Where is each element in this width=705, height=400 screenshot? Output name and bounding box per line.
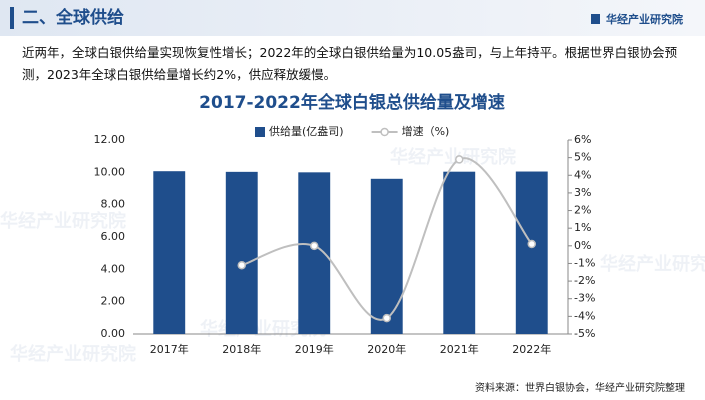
y-tick-label: 2.00 <box>101 295 126 308</box>
y-tick-label: 0.00 <box>101 327 126 340</box>
bar <box>153 171 186 334</box>
y2-tick-label: 4% <box>574 168 591 181</box>
y2-tick-label: 0% <box>574 239 591 252</box>
source: 资料来源：世界白银协会，华经产业研究院整理 <box>475 383 685 394</box>
bar <box>225 171 258 334</box>
brand: 华经产业研究院 <box>591 11 683 27</box>
y2-tick-label: -5% <box>574 327 595 340</box>
legend-swatch <box>380 127 389 137</box>
legend-label: 增速（%) <box>402 124 450 138</box>
header: 二、全球供给 华经产业研究院 <box>0 0 705 36</box>
bar <box>370 178 403 334</box>
x-tick-label: 2022年 <box>512 342 551 356</box>
x-tick-label: 2017年 <box>150 342 189 356</box>
y-tick-label: 12.00 <box>94 133 126 146</box>
y2-tick-label: 2% <box>574 204 591 217</box>
y2-tick-label: -2% <box>574 274 595 287</box>
watermark: 华经产业研究院 <box>0 210 126 232</box>
marker <box>382 313 391 323</box>
y-tick-label: 10.00 <box>94 165 126 178</box>
section-title: 二、全球供给 <box>10 7 124 29</box>
watermark: 华经产业研究院 <box>390 146 516 168</box>
intro-text: 近两年，全球白银供给量实现恢复性增长；2022年的全球白银供给量为10.05盎司… <box>22 45 678 82</box>
x-tick-label: 2018年 <box>222 342 261 356</box>
legend-swatch <box>255 127 265 137</box>
marker <box>455 155 464 164</box>
x-tick-label: 2020年 <box>367 342 406 356</box>
y-tick-label: 8.00 <box>101 198 126 211</box>
x-tick-label: 2021年 <box>440 342 479 356</box>
x-tick-label: 2019年 <box>295 342 334 356</box>
y-tick-label: 4.00 <box>101 262 126 275</box>
bar <box>443 171 476 334</box>
chart-title: 2017-2022年全球白银总供给量及增速 <box>199 92 505 113</box>
y2-tick-label: 6% <box>574 133 591 146</box>
marker <box>310 241 319 251</box>
y-tick-label: 6.00 <box>101 230 126 243</box>
legend-label: 供给量(亿盎司) <box>269 124 344 138</box>
watermark: 华经产业研究院 <box>600 253 705 275</box>
y2-tick-label: 3% <box>574 186 591 199</box>
y2-tick-label: -4% <box>574 309 595 322</box>
y2-tick-label: 5% <box>574 151 591 164</box>
watermark: 华经产业研究院 <box>10 343 136 365</box>
y2-tick-label: -3% <box>574 292 595 305</box>
marker <box>527 239 536 249</box>
bar <box>515 171 548 334</box>
y2-tick-label: -1% <box>574 256 595 269</box>
y2-tick-label: 1% <box>574 221 591 234</box>
marker <box>237 260 246 270</box>
line <box>241 157 533 321</box>
